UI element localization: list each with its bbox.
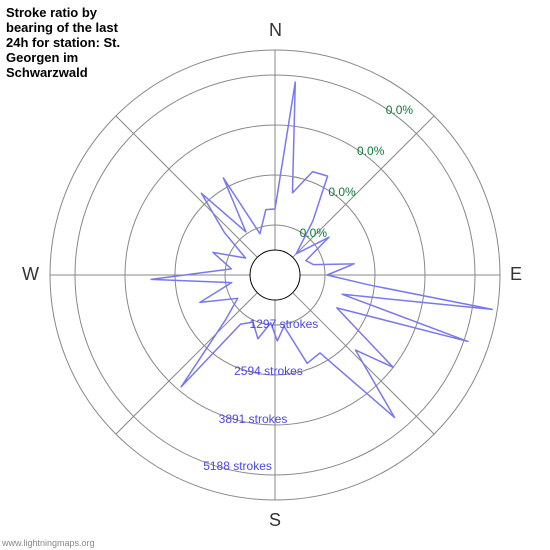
ring-label-strokes-2: 2594 strokes <box>234 364 303 378</box>
chart-container: { "title": "Stroke ratio by bearing of t… <box>0 0 550 550</box>
cardinal-n: N <box>269 20 282 41</box>
cardinal-s: S <box>269 510 281 531</box>
polar-chart-svg <box>0 0 550 550</box>
ring-label-strokes-3: 3891 strokes <box>219 412 288 426</box>
chart-title: Stroke ratio by bearing of the last 24h … <box>6 6 126 81</box>
ring-label-pct-1: 0.0% <box>300 226 327 240</box>
ring-label-strokes-4: 5188 strokes <box>203 459 272 473</box>
ring-label-pct-2: 0.0% <box>328 185 355 199</box>
ring-label-strokes-1: 1297 strokes <box>250 317 319 331</box>
ring-label-pct-3: 0.0% <box>357 144 384 158</box>
attribution: www.lightningmaps.org <box>2 538 95 548</box>
cardinal-w: W <box>22 264 39 285</box>
ring-label-pct-4: 0.0% <box>386 103 413 117</box>
cardinal-e: E <box>510 264 522 285</box>
